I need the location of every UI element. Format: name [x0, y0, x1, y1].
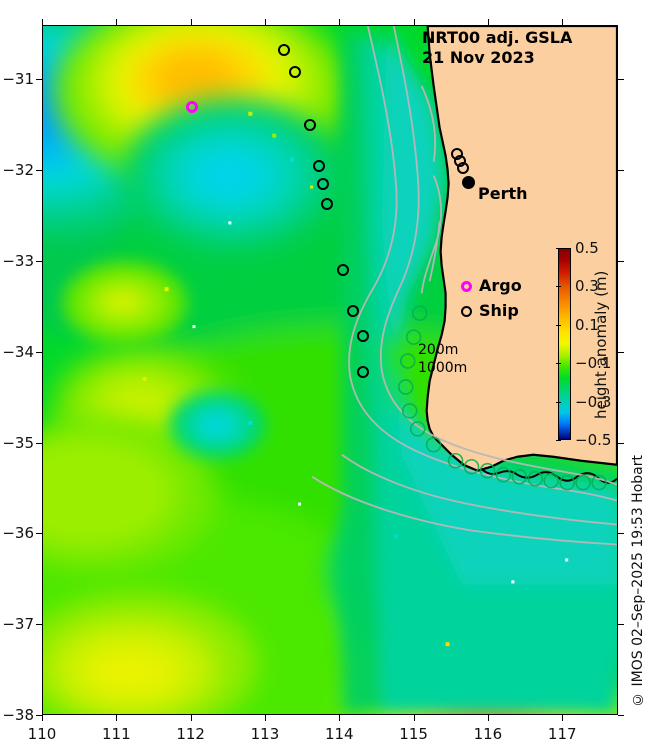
x-axis-label: 112: [176, 725, 205, 743]
x-axis-tick-top: [264, 19, 266, 25]
y-axis-label: −35: [2, 433, 34, 452]
colorbar-tick-label: 0.3: [575, 277, 599, 296]
ship-observation-marker: [313, 159, 326, 172]
colorbar-tick-label: 0.1: [575, 315, 599, 334]
y-axis-tick-right: [618, 170, 624, 172]
y-axis-tick: [36, 170, 42, 172]
x-axis-tick: [42, 715, 43, 721]
x-axis-label: 110: [27, 725, 57, 743]
ship-observation-marker: [320, 197, 333, 210]
x-axis-tick: [190, 715, 192, 721]
colorbar-tick: [556, 440, 561, 441]
x-axis-tick: [487, 715, 489, 721]
credit-text: © IMOS 02–Sep–2025 19:53 Hobart: [630, 455, 646, 707]
argo-float-marker: [186, 100, 199, 113]
x-axis-tick-top: [116, 19, 118, 25]
x-axis-label: 114: [324, 725, 354, 743]
x-axis-label: 113: [250, 725, 280, 743]
sea-level-anomaly-map: [42, 25, 618, 715]
y-axis-tick-right: [618, 79, 624, 81]
perth-marker: [462, 176, 475, 189]
colorbar: [558, 248, 571, 440]
y-axis-tick-right: [618, 351, 624, 353]
x-axis-tick-top: [562, 19, 564, 25]
x-axis-label: 116: [473, 725, 503, 743]
colorbar-tick-label: 0.5: [575, 239, 599, 257]
y-axis-tick-right: [618, 533, 624, 535]
x-axis-label: 115: [399, 725, 428, 743]
anomaly-contour-field: [43, 26, 617, 714]
y-axis-label: −34: [2, 342, 34, 361]
y-axis-tick: [36, 624, 42, 626]
x-axis-tick: [339, 715, 341, 721]
y-axis-label: −38: [2, 706, 34, 724]
y-axis-tick-right: [618, 261, 624, 263]
legend-ship-label: Ship: [479, 301, 519, 320]
y-axis-tick: [36, 442, 42, 444]
x-axis-tick: [116, 715, 118, 721]
x-axis-tick: [562, 715, 564, 721]
ship-observation-marker: [357, 365, 370, 378]
legend-argo-icon: [461, 281, 472, 292]
colorbar-tick-label: −0.3: [575, 392, 612, 411]
legend-argo-label: Argo: [479, 276, 522, 295]
y-axis-tick: [36, 351, 42, 353]
map-title-line2: 21 Nov 2023: [422, 48, 535, 67]
y-axis-label: −31: [2, 70, 34, 89]
x-axis-tick: [413, 715, 415, 721]
x-axis-label: 111: [101, 725, 131, 743]
colorbar-tick: [556, 248, 561, 249]
ship-observation-marker: [277, 44, 290, 57]
y-axis-label: −32: [2, 161, 34, 180]
ship-observation-marker: [346, 304, 359, 317]
colorbar-tick: [556, 363, 561, 365]
colorbar-tick-label: −0.5: [575, 431, 612, 449]
y-axis-tick: [36, 79, 42, 81]
colorbar-tick: [556, 324, 561, 326]
colorbar-title: height anomaly (m): [592, 270, 610, 420]
colorbar-tick-label: −0.1: [575, 354, 612, 373]
x-axis-tick: [264, 715, 266, 721]
depth-label-1000m: 1000m: [418, 360, 468, 376]
y-axis-tick-right: [618, 715, 624, 716]
x-axis-tick-top: [339, 19, 341, 25]
x-axis-tick-top: [190, 19, 192, 25]
y-axis-tick: [36, 533, 42, 535]
y-axis-label: −37: [2, 615, 34, 634]
x-axis-tick-top: [487, 19, 489, 25]
y-axis-tick-right: [618, 624, 624, 626]
y-axis-tick: [36, 715, 42, 716]
y-axis-label: −36: [2, 524, 34, 543]
ship-observation-marker: [456, 161, 469, 174]
x-axis-tick-top: [413, 19, 415, 25]
ship-observation-marker: [316, 177, 329, 190]
y-axis-label: −33: [2, 252, 34, 271]
ship-observation-marker: [337, 264, 349, 277]
perth-label: Perth: [478, 184, 528, 203]
colorbar-tick: [556, 286, 561, 288]
ship-observation-marker: [288, 66, 301, 79]
ship-observation-marker: [303, 118, 316, 131]
x-axis-label: 117: [547, 725, 577, 743]
legend-ship-icon: [461, 306, 472, 317]
y-axis-tick: [36, 261, 42, 263]
colorbar-tick: [556, 401, 561, 403]
y-axis-tick-right: [618, 442, 624, 444]
x-axis-tick-top: [42, 19, 43, 25]
depth-label-200m: 200m: [418, 342, 459, 358]
map-title-line1: NRT00 adj. GSLA: [422, 28, 573, 47]
ship-observation-marker: [357, 329, 370, 342]
